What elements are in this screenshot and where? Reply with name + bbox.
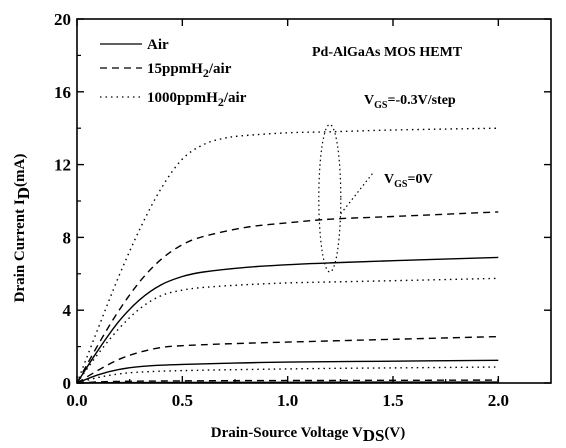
y-tick-label: 8 [63,228,72,247]
y-tick-label: 16 [54,83,71,102]
legend: Air 15ppmH2/air 1000ppmH2/air [100,37,247,109]
vgs-zero-tail: =0V [407,172,432,187]
series-line-0 [76,256,499,384]
vgs-step-tail: =-0.3V/step [387,93,455,108]
legend-label-air: Air [147,37,169,53]
legend-label-1000ppm: 1000ppmH2/air [147,90,247,109]
vgs-marker-layer [318,123,375,273]
vgs-zero-main: V [384,172,394,187]
legend-15ppm-sub: 2 [203,66,209,80]
x-tick-label: 1.0 [277,391,298,410]
legend-1000ppm-main: 1000ppmH [147,90,218,106]
legend-1000ppm-tail: /air [223,90,247,106]
vgs-zero-sub: GS [394,179,408,190]
legend-air-main: Air [147,37,169,53]
series-line-1 [76,211,499,384]
legend-15ppm-tail: /air [208,61,232,77]
series-line-3 [76,277,499,384]
vgs-ellipse-marker [318,123,342,273]
vgs-step-sub: GS [374,100,388,111]
y-axis-title-tail: (mA) [12,154,28,187]
x-axis-title-tail: (V) [384,425,405,441]
y-tick-label: 20 [54,10,71,29]
x-tick-label: 2.0 [488,391,509,410]
vgs-step-main: V [364,93,374,108]
series-line-2 [76,127,499,384]
x-axis-title: Drain-Source Voltage VDS(V) [211,425,406,445]
series-curves [76,127,499,384]
series-line-4 [76,335,499,384]
legend-15ppm-main: 15ppmH [147,61,203,77]
x-axis-title-sub: DS [363,426,385,445]
y-tick-label: 0 [63,374,72,393]
series-line-7 [76,379,499,384]
device-annotation: Pd-AlGaAs MOS HEMT [312,45,463,60]
x-tick-label: 1.5 [382,391,403,410]
y-tick-label: 4 [63,301,72,320]
y-axis-title-main: Drain Current I [12,199,28,302]
axis-ticks: 0.0 0.5 1.0 1.5 2.0 0 4 8 12 16 20 [54,10,551,410]
series-line-5 [76,359,499,384]
vgs-zero-annotation: VGS=0V [384,172,433,190]
legend-label-15ppm: 15ppmH2/air [147,61,232,80]
legend-1000ppm-sub: 2 [218,95,224,109]
y-axis-title: Drain Current ID(mA) [12,154,33,303]
x-tick-label: 0.5 [172,391,193,410]
vgs-ellipse-leader [340,171,375,215]
y-tick-label: 12 [54,156,71,175]
vgs-step-annotation: VGS=-0.3V/step [364,93,456,111]
y-axis-title-sub: D [14,187,33,199]
x-tick-label: 0.0 [66,391,87,410]
x-axis-title-main: Drain-Source Voltage V [211,425,363,441]
